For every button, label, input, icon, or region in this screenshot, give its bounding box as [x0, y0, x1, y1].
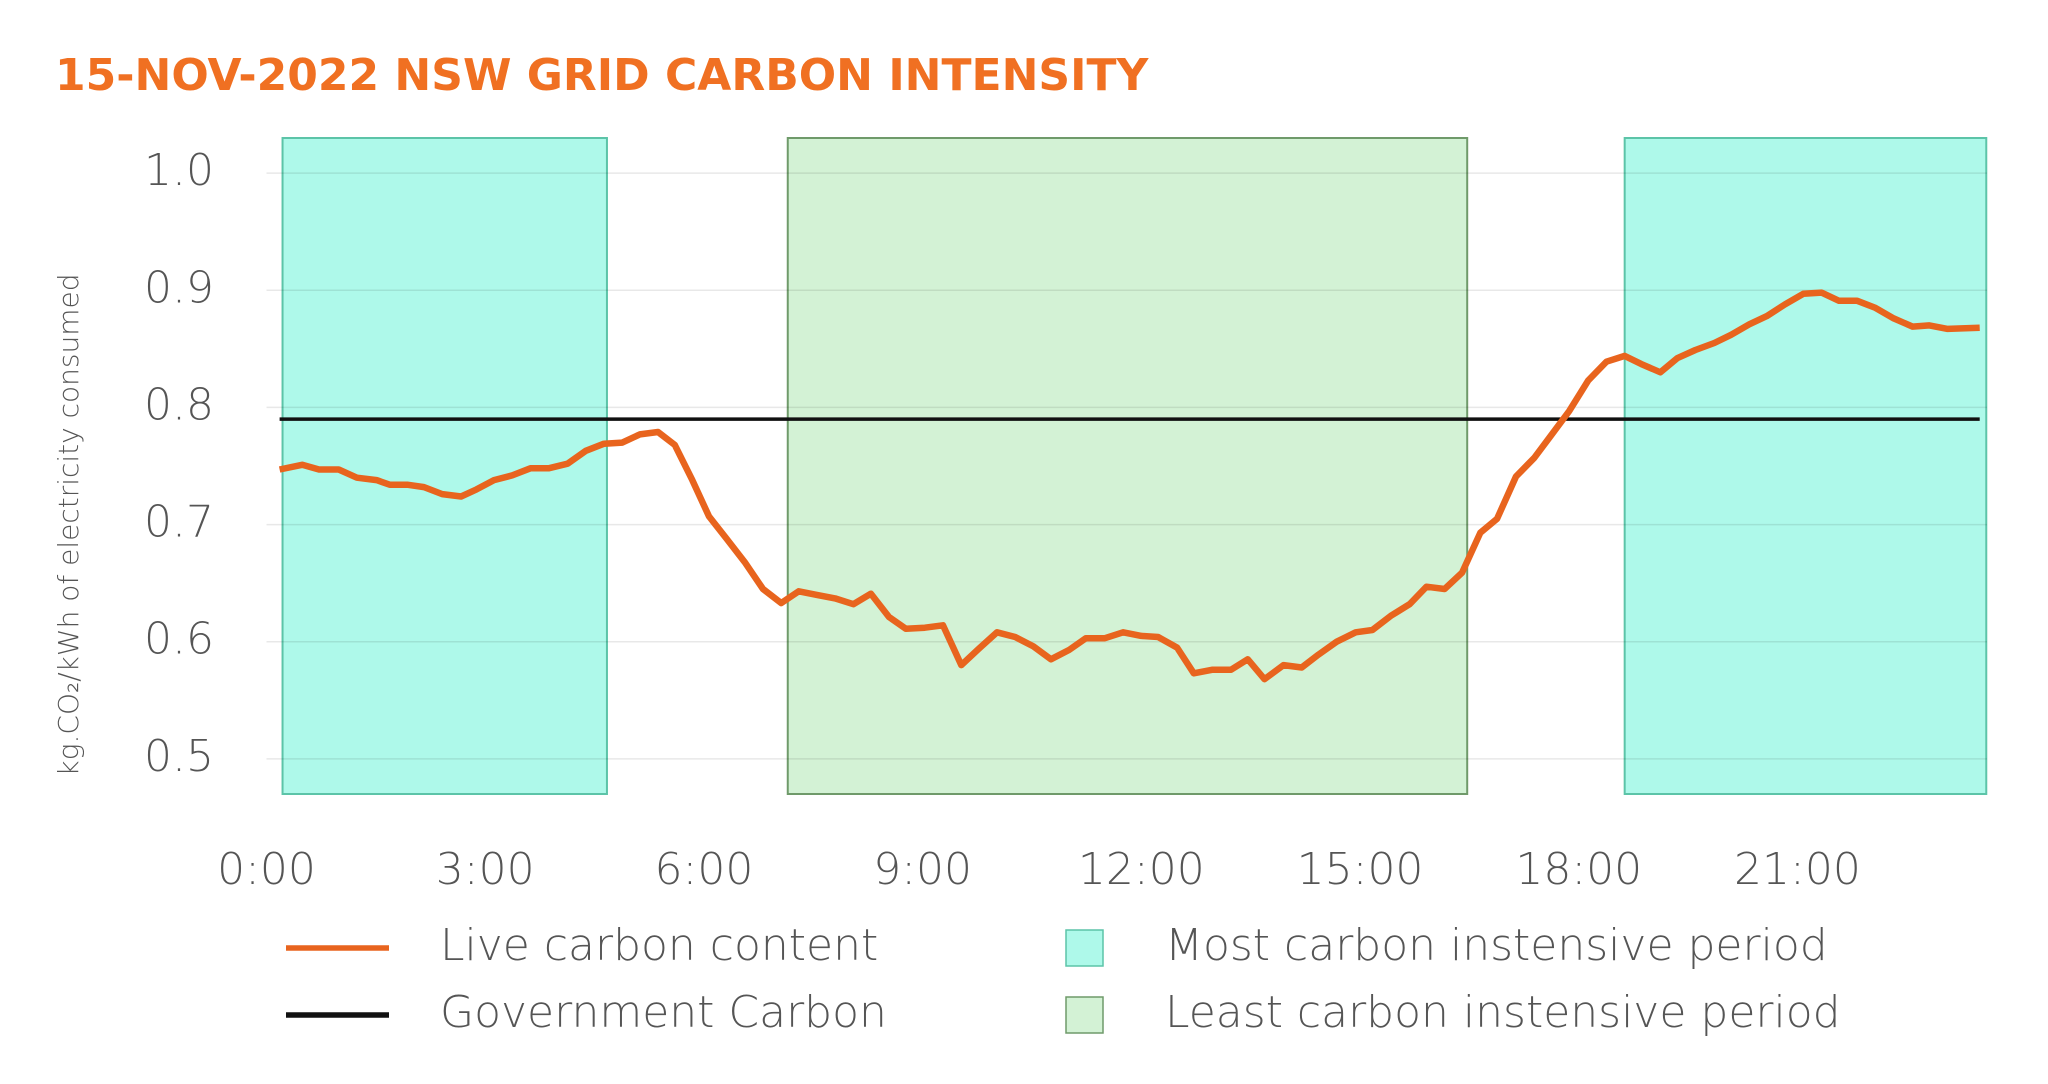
legend-label: Most carbon instensive period	[1165, 920, 1828, 971]
legend-label: Least carbon instensive period	[1165, 987, 1841, 1038]
legend-swatch	[1065, 996, 1104, 1034]
x-tick-label: 21:00	[1734, 844, 1861, 895]
x-tick-label: 15:00	[1297, 844, 1424, 895]
x-tick-label: 3:00	[436, 844, 535, 895]
y-tick-label: 0.6	[144, 614, 214, 665]
series-line	[278, 289, 1980, 683]
x-tick-label: 6:00	[655, 844, 754, 895]
x-tick-label: 12:00	[1078, 844, 1205, 895]
y-tick-label: 0.9	[144, 262, 214, 313]
chart-title: 15-NOV-2022 NSW GRID CARBON INTENSITY	[55, 50, 1149, 101]
x-tick-label: 9:00	[873, 844, 972, 895]
x-tick-label: 0:00	[217, 844, 316, 895]
y-tick-label: 1.0	[144, 145, 214, 196]
period-region	[786, 137, 1469, 795]
x-tick-label: 18:00	[1515, 844, 1642, 895]
y-tick-label: 0.8	[144, 379, 214, 430]
legend-label: Government Carbon	[440, 987, 887, 1038]
legend-swatch	[1065, 929, 1104, 967]
y-tick-label: 0.5	[144, 731, 214, 782]
y-tick-label: 0.7	[144, 497, 214, 548]
legend-label: Live carbon content	[440, 920, 878, 971]
y-axis-label: kg.CO₂/kWh of electricity consumed	[52, 273, 85, 776]
period-region	[1623, 137, 1988, 795]
